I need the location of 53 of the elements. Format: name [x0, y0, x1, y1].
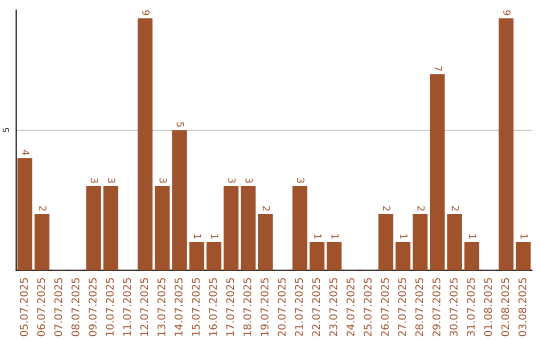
data-label: 2: [39, 206, 47, 211]
x-tick-label: 06.07.2025: [37, 278, 46, 336]
x-tick-label: 26.07.2025: [380, 278, 389, 336]
x-tick-label: 08.07.2025: [72, 278, 80, 336]
x-tick-label: 01.08.2025: [484, 278, 492, 336]
data-label: 2: [417, 206, 425, 211]
x-tick-label: 14.07.2025: [174, 278, 183, 336]
data-label: 1: [469, 234, 476, 239]
x-tick-label: 27.07.2025: [398, 278, 406, 336]
x-tick-label: 16.07.2025: [209, 278, 217, 336]
x-tick-label: 19.07.2025: [260, 278, 268, 336]
data-label: 3: [245, 178, 253, 183]
data-label: 1: [332, 234, 339, 239]
x-tick-label: 07.07.2025: [54, 278, 62, 336]
data-label: 1: [400, 234, 408, 239]
x-tick-label: 20.07.2025: [278, 278, 286, 336]
x-tick-label: 29.07.2025: [432, 278, 440, 336]
data-label: 1: [211, 234, 218, 239]
x-tick-label: 03.08.2025: [518, 278, 526, 336]
data-label: 2: [452, 206, 460, 211]
data-label: 4: [22, 150, 30, 156]
x-tick-label: 28.07.2025: [415, 278, 424, 336]
x-tick-label: 13.07.2025: [157, 278, 166, 336]
data-label: 9: [142, 10, 150, 16]
x-tick-label: 24.07.2025: [346, 278, 354, 336]
data-label: 1: [520, 234, 528, 239]
x-tick-label: 02.08.2025: [501, 278, 510, 336]
data-label: 5: [176, 122, 184, 127]
data-label: 7: [434, 66, 442, 71]
x-tick-label: 12.07.2025: [140, 278, 148, 336]
x-tick-label: 17.07.2025: [226, 278, 234, 336]
data-label: 3: [297, 178, 304, 183]
x-tick-label: 31.07.2025: [466, 278, 475, 336]
x-tick-label: 09.07.2025: [88, 278, 97, 336]
x-tick-label: 30.07.2025: [450, 278, 458, 336]
x-tick-label: 05.07.2025: [20, 278, 28, 336]
data-label: 3: [108, 178, 116, 183]
x-tick-label: 15.07.2025: [192, 278, 200, 336]
data-label: 3: [90, 178, 98, 183]
x-tick-label: 11.07.2025: [123, 278, 131, 336]
x-tick-label: 25.07.2025: [364, 278, 372, 336]
data-label: 2: [262, 206, 270, 211]
data-label: 9: [503, 10, 511, 16]
data-label: 1: [314, 234, 322, 239]
x-tick-label: 18.07.2025: [243, 278, 252, 336]
x-tick-label: 22.07.2025: [312, 278, 320, 336]
data-label: 3: [228, 178, 236, 183]
x-tick-label: 21.07.2025: [294, 278, 303, 336]
x-tick-label: 23.07.2025: [329, 278, 338, 336]
data-label: 1: [194, 234, 202, 239]
data-label: 3: [159, 178, 167, 183]
x-tick-label: 10.07.2025: [106, 278, 114, 336]
data-label: 2: [383, 206, 390, 211]
